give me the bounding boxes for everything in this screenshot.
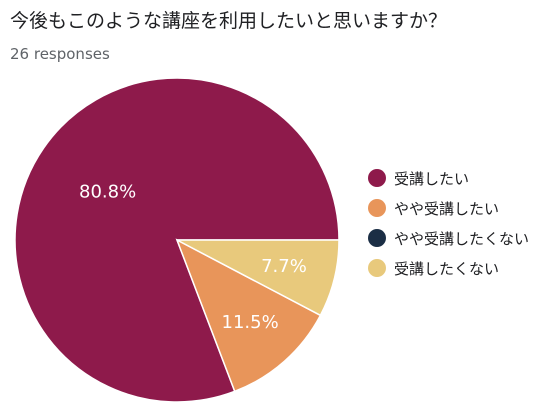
slice-label-0: 80.8% <box>79 182 136 203</box>
legend-swatch-2 <box>368 229 386 247</box>
legend-item-0[interactable]: 受講したい <box>368 166 529 190</box>
pie-slice-3[interactable] <box>176 239 340 317</box>
legend-swatch-1 <box>368 199 386 217</box>
legend-label-3: 受講したくない <box>394 259 500 278</box>
pie-slice-1[interactable] <box>175 238 322 393</box>
legend-item-3[interactable]: 受講したくない <box>368 256 529 280</box>
slice-label-1: 11.5% <box>222 312 279 333</box>
legend-swatch-0 <box>368 169 386 187</box>
legend-label-2: やや受講したくない <box>394 229 530 248</box>
legend-item-1[interactable]: やや受講したい <box>368 196 529 220</box>
legend-label-0: 受講したい <box>394 169 470 188</box>
response-count: 26 responses <box>10 45 110 63</box>
chart-title: 今後もこのような講座を利用したいと思いますか？ <box>10 10 448 32</box>
legend-label-1: やや受講したい <box>394 199 500 218</box>
legend-swatch-3 <box>368 259 386 277</box>
legend: 受講したい やや受講したい やや受講したくない 受講したくない <box>368 166 529 286</box>
legend-item-2[interactable]: やや受講したくない <box>368 226 529 250</box>
slice-label-3: 7.7% <box>261 256 307 277</box>
